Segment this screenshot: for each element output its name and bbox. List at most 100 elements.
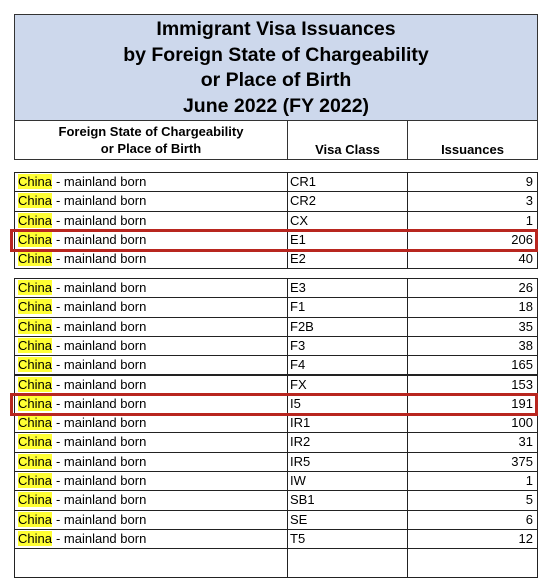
state-cell: China - mainland born (14, 471, 288, 492)
title-line: by Foreign State of Chargeability (123, 43, 429, 66)
column-header: Visa Class (287, 120, 408, 160)
country-highlight: China (18, 395, 52, 411)
country-highlight: China (18, 376, 52, 392)
state-cell: China - mainland born (14, 490, 288, 511)
state-detail: - mainland born (55, 337, 147, 353)
cut-row-cell (287, 548, 408, 578)
state-detail: - mainland born (55, 511, 147, 527)
country-highlight: China (18, 453, 52, 469)
country-highlight: China (18, 280, 52, 295)
title-box: Immigrant Visa Issuances by Foreign Stat… (14, 14, 538, 121)
state-cell: China - mainland born (14, 249, 288, 270)
issuances-cell: 26 (407, 278, 538, 299)
state-cell: China - mainland born (14, 172, 288, 193)
issuances-cell: 153 (407, 374, 538, 395)
cut-row-cell (14, 548, 288, 578)
highlight-box (10, 392, 538, 417)
country-highlight: China (18, 434, 52, 450)
issuances-cell: 31 (407, 432, 538, 453)
title-line: or Place of Birth (200, 69, 352, 91)
column-header: Foreign State of Chargeability or Place … (14, 120, 288, 160)
state-cell: China - mainland born (14, 278, 288, 299)
state-detail: - mainland born (55, 231, 147, 247)
country-highlight: China (18, 337, 52, 353)
country-highlight: China (18, 492, 52, 508)
state-cell: China - mainland born (14, 191, 288, 212)
state-detail: - mainland born (55, 415, 147, 431)
issuances-cell: 6 (407, 509, 538, 530)
country-highlight: China (18, 473, 52, 488)
cut-row-cell (407, 548, 538, 578)
state-detail: - mainland born (55, 376, 147, 392)
state-detail: - mainland born (55, 174, 147, 189)
state-detail: - mainland born (55, 251, 147, 267)
state-cell: China - mainland born (14, 210, 288, 231)
country-highlight: China (18, 318, 52, 334)
visa-class-cell: IW (287, 471, 408, 492)
visa-class-cell: CX (287, 210, 408, 231)
issuances-cell: 375 (407, 451, 538, 472)
title-line: Immigrant Visa Issuances (156, 18, 396, 40)
column-header: Issuances (407, 120, 538, 160)
state-detail: - mainland born (55, 212, 147, 228)
country-highlight: China (18, 251, 52, 267)
state-cell: China - mainland born (14, 528, 288, 550)
state-detail: - mainland born (55, 530, 147, 546)
state-cell: China - mainland born (14, 316, 288, 337)
issuances-cell: 40 (407, 249, 538, 270)
issuances-cell: 12 (407, 528, 538, 550)
state-cell: China - mainland born (14, 413, 288, 434)
visa-class-cell: F1 (287, 297, 408, 318)
state-cell: China - mainland born (14, 432, 288, 453)
title-line: June 2022 (FY 2022) (182, 94, 370, 117)
state-detail: - mainland born (55, 453, 147, 469)
visa-class-cell: CR1 (287, 172, 408, 193)
issuances-cell: 38 (407, 335, 538, 357)
issuances-cell: 35 (407, 316, 538, 337)
country-highlight: China (18, 299, 52, 315)
visa-class-cell: IR2 (287, 432, 408, 453)
issuances-cell: 18 (407, 297, 538, 318)
country-highlight: China (18, 415, 52, 431)
issuances-cell: 1 (407, 210, 538, 231)
column-header-line: Foreign State of Chargeability (58, 124, 244, 139)
visa-class-cell: F2B (287, 316, 408, 337)
country-highlight: China (18, 231, 52, 247)
visa-class-cell: E2 (287, 249, 408, 270)
column-header-line: or Place of Birth (100, 141, 202, 156)
visa-class-cell: FX (287, 374, 408, 395)
country-highlight: China (18, 212, 52, 228)
visa-class-cell: E3 (287, 278, 408, 299)
state-detail: - mainland born (55, 492, 147, 508)
state-detail: - mainland born (55, 395, 147, 411)
state-detail: - mainland born (55, 318, 147, 334)
visa-class-cell: T5 (287, 528, 408, 550)
visa-class-cell: F3 (287, 335, 408, 357)
state-detail: - mainland born (55, 299, 147, 315)
issuances-cell: 3 (407, 191, 538, 212)
issuances-cell: 165 (407, 355, 538, 376)
state-cell: China - mainland born (14, 335, 288, 357)
highlight-box (10, 228, 538, 253)
country-highlight: China (18, 530, 52, 546)
state-detail: - mainland born (55, 193, 147, 209)
country-highlight: China (18, 193, 52, 209)
issuances-cell: 5 (407, 490, 538, 511)
state-cell: China - mainland born (14, 374, 288, 395)
visa-class-cell: SB1 (287, 490, 408, 511)
issuances-cell: 100 (407, 413, 538, 434)
state-detail: - mainland born (55, 473, 147, 488)
state-detail: - mainland born (55, 357, 147, 373)
country-highlight: China (18, 174, 52, 189)
country-highlight: China (18, 357, 52, 373)
visa-class-cell: F4 (287, 355, 408, 376)
state-detail: - mainland born (55, 280, 147, 295)
page: Immigrant Visa Issuances by Foreign Stat… (10, 14, 538, 578)
visa-class-cell: CR2 (287, 191, 408, 212)
issuances-cell: 1 (407, 471, 538, 492)
visa-class-cell: IR5 (287, 451, 408, 472)
issuances-cell: 9 (407, 172, 538, 193)
visa-class-cell: SE (287, 509, 408, 530)
state-cell: China - mainland born (14, 509, 288, 530)
state-cell: China - mainland born (14, 451, 288, 472)
